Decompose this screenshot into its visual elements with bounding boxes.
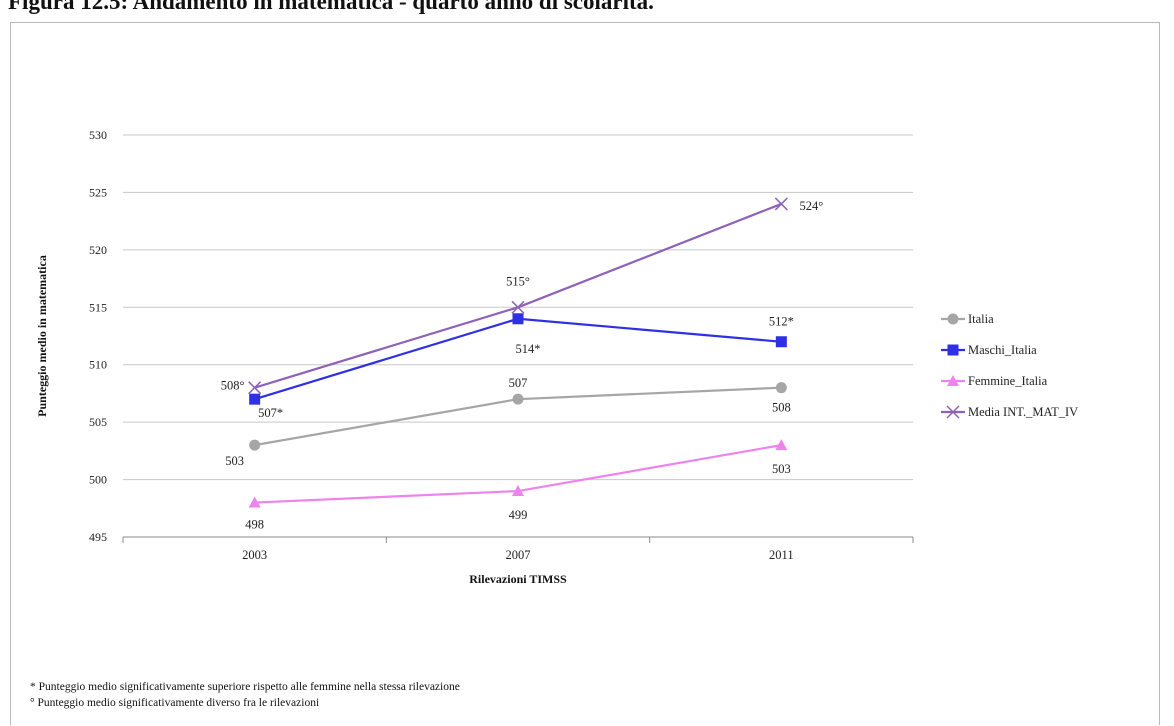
- y-tick-label: 505: [89, 415, 107, 429]
- data-point: [775, 439, 788, 451]
- data-label: 514*: [516, 342, 541, 356]
- legend-label: Femmine_Italia: [968, 374, 1048, 388]
- data-label: 507: [509, 376, 528, 390]
- data-point: [248, 496, 261, 508]
- data-label: 503: [225, 454, 244, 468]
- data-point: [249, 393, 261, 405]
- x-tick-label: 2003: [242, 548, 267, 562]
- legend-label: Maschi_Italia: [968, 343, 1037, 357]
- legend-marker: [947, 344, 959, 356]
- y-tick-label: 515: [89, 300, 107, 314]
- legend-marker: [946, 405, 960, 419]
- y-tick-label: 520: [89, 243, 107, 257]
- series-line: [254, 202, 782, 389]
- data-point: [775, 382, 787, 394]
- y-axis-title: Punteggio medio in matematica: [35, 255, 49, 417]
- x-tick-label: 2011: [769, 548, 794, 562]
- data-label: 512*: [769, 315, 794, 329]
- data-point: [511, 300, 525, 314]
- line-chart: 495 500 505 510 515 520 525 530 2003 2007 2011 Rile…: [35, 128, 1078, 586]
- data-point: [512, 485, 524, 497]
- data-point: [512, 393, 524, 405]
- data-point: [774, 197, 788, 211]
- x-axis-title: Rilevazioni TIMSS: [469, 572, 567, 586]
- data-label: 515°: [506, 274, 530, 288]
- data-label: 508°: [221, 379, 245, 393]
- data-point: [775, 336, 787, 348]
- data-label: 503: [772, 462, 791, 476]
- y-tick-label: 500: [89, 473, 107, 487]
- y-tick-label: 510: [89, 358, 107, 372]
- y-tick-label: 525: [89, 185, 107, 199]
- y-tick-label: 530: [89, 128, 107, 142]
- legend-marker: [947, 375, 959, 386]
- data-point: [248, 381, 262, 395]
- footnote-significance-survey: ° Punteggio medio significativamente div…: [30, 697, 320, 709]
- x-tick-label: 2007: [506, 548, 531, 562]
- data-label: 507*: [258, 406, 283, 420]
- data-label: 508: [772, 401, 791, 415]
- legend-label: Italia: [968, 312, 994, 326]
- data-point: [249, 439, 261, 451]
- legend-marker: [947, 313, 959, 325]
- figure-title: Figura 12.5: Andamento in matematica - q…: [8, 0, 654, 14]
- data-label: 499: [509, 508, 528, 522]
- legend-label: Media INT._MAT_IV: [968, 405, 1078, 419]
- data-label: 524°: [799, 199, 823, 213]
- data-label: 498: [245, 518, 264, 532]
- data-point: [512, 313, 524, 325]
- y-tick-label: 495: [89, 530, 107, 544]
- chart-frame: 495 500 505 510 515 520 525 530 2003 2007 2011 Rile…: [10, 22, 1160, 725]
- footnote-significance-gender: * Punteggio medio significativamente sup…: [30, 681, 460, 693]
